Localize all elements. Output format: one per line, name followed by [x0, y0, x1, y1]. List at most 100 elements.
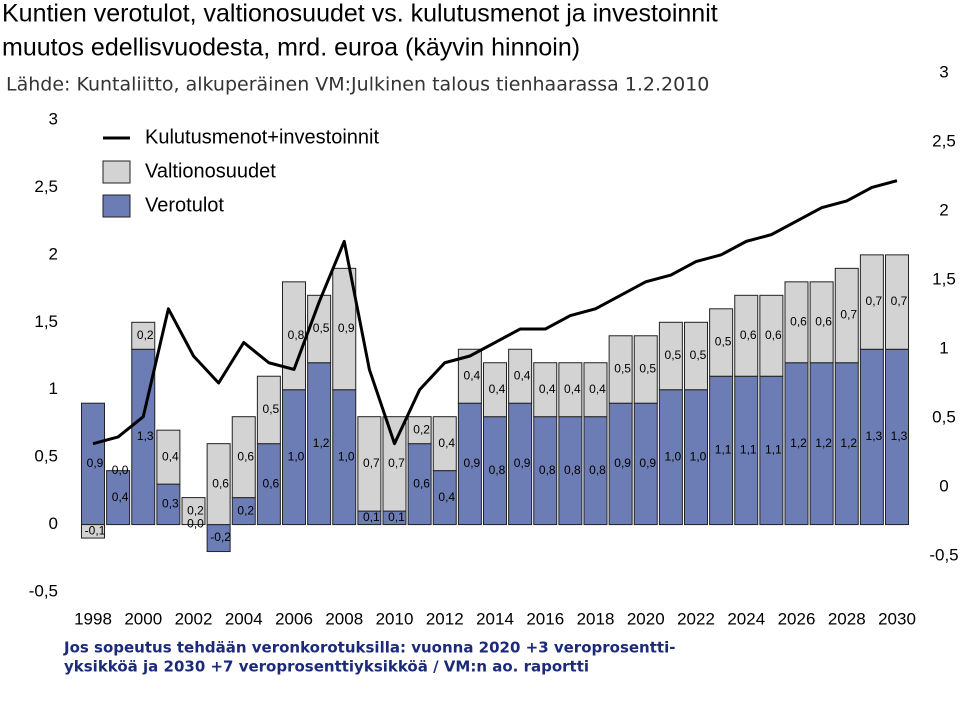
data-label: 1,3	[866, 429, 883, 443]
y2-tick-label: 2,5	[932, 131, 956, 150]
bar-segment	[885, 254, 909, 350]
data-label: 0,2	[137, 328, 154, 342]
y2-tick-label: 1	[939, 338, 948, 357]
data-label: 0,6	[740, 328, 757, 342]
bar-segment	[432, 416, 457, 472]
data-label: 1,1	[740, 443, 757, 457]
data-label: 0,5	[639, 362, 656, 376]
data-label: 0,1	[388, 510, 405, 524]
x-tick-label: 2010	[376, 609, 414, 628]
x-tick-label: 2012	[426, 609, 464, 628]
data-label: 1,0	[338, 449, 355, 463]
data-label: 0,6	[413, 476, 430, 490]
data-label: 0,9	[614, 456, 631, 470]
x-tick-label: 2018	[577, 609, 615, 628]
bar-segment	[859, 254, 884, 350]
line-series	[92, 179, 898, 446]
data-label: 0,8	[288, 328, 305, 342]
y2-tick-label: 1,5	[932, 269, 956, 288]
bar-segment	[332, 267, 357, 391]
bar-segment	[608, 335, 633, 404]
legend-label: Valtionosuudet	[145, 160, 276, 182]
x-tick-label: 2030	[878, 609, 916, 628]
data-label: 0,9	[338, 321, 355, 335]
y2-tick-label: 2	[939, 200, 948, 219]
data-label: 0,5	[614, 362, 631, 376]
data-label: 0,6	[790, 314, 807, 328]
bar-segment	[709, 308, 734, 377]
data-label: 0,6	[765, 328, 782, 342]
data-label: 0,5	[313, 321, 330, 335]
data-label: 0,8	[564, 463, 581, 477]
bar-segment	[784, 281, 809, 364]
data-label: 1,2	[313, 436, 330, 450]
data-label: 0,9	[514, 456, 531, 470]
data-label: 0,4	[514, 368, 531, 382]
bar-segment	[181, 497, 206, 526]
data-label: 0,4	[112, 490, 129, 504]
bar-segment	[256, 375, 281, 445]
data-label: 0,6	[237, 449, 254, 463]
bar-segment	[483, 362, 507, 418]
data-label: 0,4	[162, 449, 179, 463]
bar-segment	[131, 321, 156, 350]
x-tick-label: 1998	[74, 609, 112, 628]
y2-tick-label: 0,5	[932, 407, 956, 426]
data-label: 0,9	[464, 456, 481, 470]
data-label: 0,4	[438, 490, 455, 504]
data-label: 0,2	[237, 503, 254, 517]
data-label: 0,8	[489, 463, 506, 477]
bar-segment	[231, 416, 256, 499]
chart-title: muutos edellisvuodesta, mrd. euroa (käyv…	[2, 34, 580, 62]
x-tick-label: 2016	[526, 609, 564, 628]
bar-segment	[734, 294, 759, 377]
data-label: 0,4	[564, 382, 581, 396]
source: Lähde: Kuntaliitto, alkuperäinen VM:Julk…	[6, 74, 709, 96]
bar-segment	[633, 335, 658, 404]
x-tick-label: 2004	[225, 609, 263, 628]
y2-tick-label: 0	[939, 476, 948, 495]
data-label: 1,2	[790, 436, 807, 450]
bar-segment	[583, 362, 608, 418]
data-label: 0,8	[589, 463, 606, 477]
data-label: 0,4	[589, 382, 606, 396]
data-label: 0,6	[815, 314, 832, 328]
x-tick-label: 2020	[627, 609, 665, 628]
legend-marker	[102, 194, 131, 218]
data-label: 0,5	[665, 348, 682, 362]
data-label: -0,2	[210, 530, 231, 544]
chart-title: Kuntien verotulot, valtionosuudet vs. ku…	[2, 0, 718, 28]
y-tick-label: 1,5	[34, 312, 58, 331]
x-tick-label: 2000	[124, 609, 162, 628]
bar-segment	[759, 294, 784, 377]
legend-label: Verotulot	[145, 194, 224, 216]
bar-segment	[834, 267, 859, 364]
data-label: 1,1	[715, 443, 732, 457]
bar-segment	[809, 281, 834, 364]
data-label: 1,3	[137, 429, 154, 443]
data-label: 0,9	[87, 456, 104, 470]
x-tick-label: 2014	[476, 609, 514, 628]
data-label: 0,7	[363, 456, 380, 470]
bar-segment	[658, 321, 683, 391]
bar-segment	[156, 429, 181, 485]
data-label: 0,2	[413, 422, 430, 436]
x-tick-label: 2008	[325, 609, 363, 628]
bar-segment	[407, 416, 432, 445]
x-tick-label: 2026	[778, 609, 816, 628]
legend-label: Kulutusmenot+investoinnit	[145, 126, 379, 148]
data-label: 0,4	[464, 368, 481, 382]
data-label: 0,5	[263, 402, 280, 416]
data-label: 0,5	[690, 348, 707, 362]
data-label: 1,2	[840, 436, 857, 450]
bar-segment	[357, 416, 382, 512]
data-label: 0,2	[187, 503, 204, 517]
data-label: 0,5	[715, 335, 732, 349]
bar-segment	[206, 443, 231, 526]
data-label: -0,1	[85, 523, 106, 537]
y-tick-label: 3	[49, 109, 58, 128]
bar-segment	[533, 362, 558, 418]
data-label: 0,0	[187, 517, 204, 531]
bar-segment	[558, 362, 583, 418]
